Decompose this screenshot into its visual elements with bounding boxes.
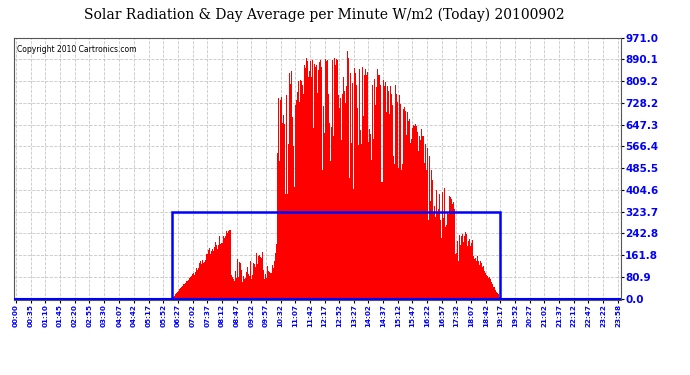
Bar bbox=[172, 211, 500, 298]
Text: Solar Radiation & Day Average per Minute W/m2 (Today) 20100902: Solar Radiation & Day Average per Minute… bbox=[84, 8, 564, 22]
Text: Copyright 2010 Cartronics.com: Copyright 2010 Cartronics.com bbox=[17, 45, 137, 54]
